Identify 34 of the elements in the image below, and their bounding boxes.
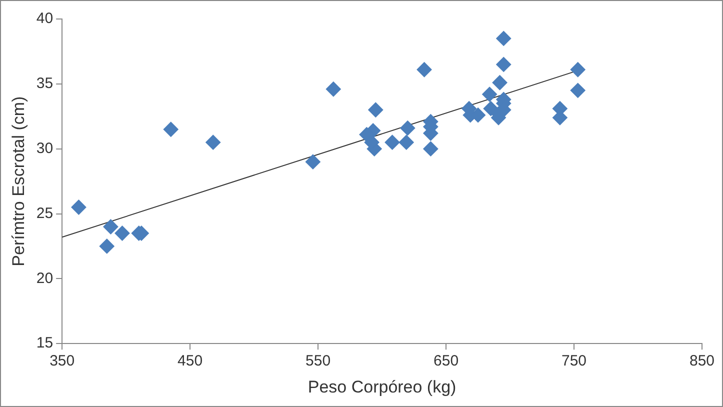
x-tick-label: 550 [306,352,331,370]
point [496,56,512,72]
y-axis-title: Perímtro Escrotal (cm) [8,96,28,266]
point [570,82,586,98]
point [570,62,586,78]
x-tick-label: 650 [434,352,459,370]
point [398,134,414,150]
point [400,120,416,136]
point [492,75,508,90]
y-tick-label: 25 [36,204,54,222]
x-tick-label: 350 [50,352,75,370]
x-tick-label: 750 [562,352,587,370]
point [114,226,130,241]
point [423,141,438,156]
x-axis-title: Peso Corpóreo (kg) [308,377,456,396]
y-tick-label: 30 [36,140,54,157]
point [326,82,341,97]
point [416,62,432,78]
x-tick-label: 850 [689,352,715,370]
y-tick-label: 15 [36,334,54,352]
point [163,122,178,137]
point [496,30,512,46]
y-tick-label: 40 [36,10,54,28]
point [368,102,384,118]
x-tick-label: 450 [178,352,203,370]
y-tick-label: 20 [36,270,54,287]
point [71,200,86,215]
point [384,134,400,150]
point [305,154,320,170]
point [99,238,114,254]
point [482,86,498,102]
y-tick-label: 35 [36,75,54,92]
point [206,134,221,150]
point [103,219,118,234]
